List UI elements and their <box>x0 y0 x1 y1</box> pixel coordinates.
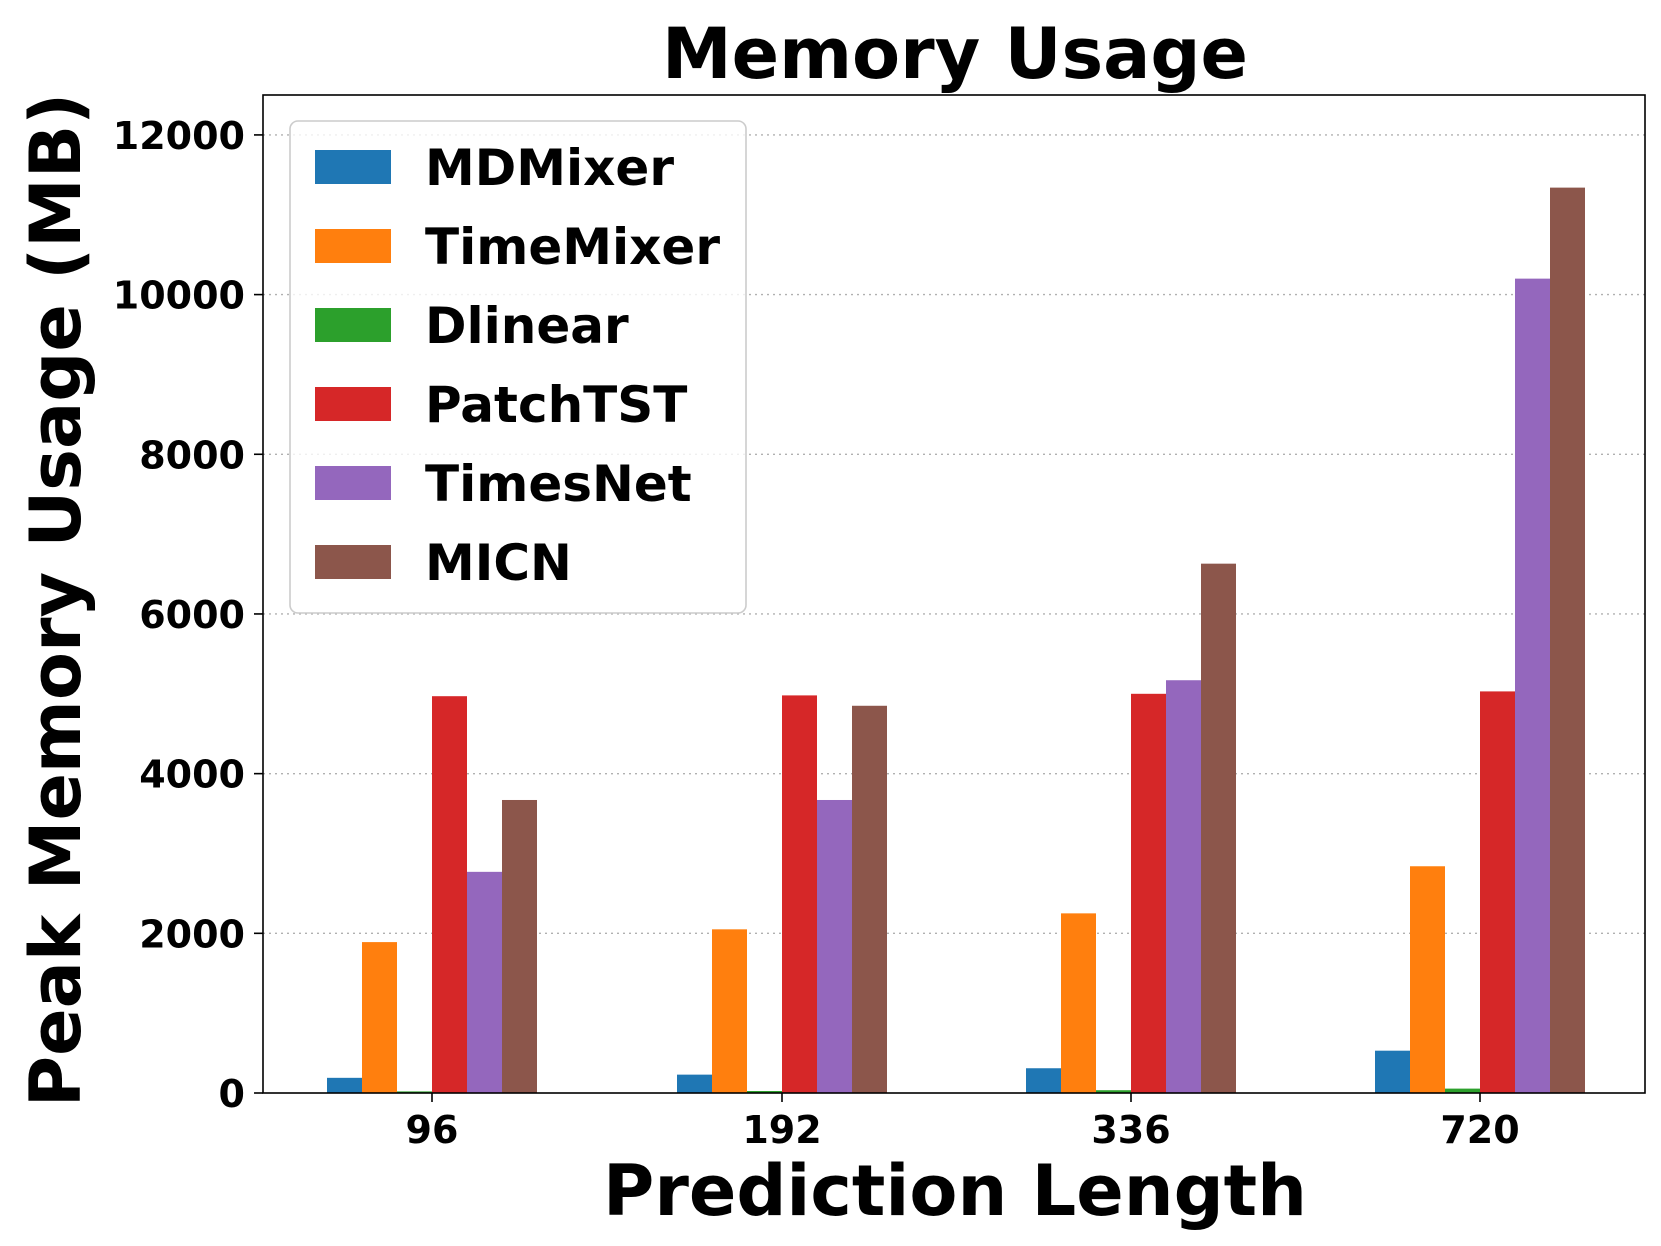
legend-swatch-micn <box>315 545 391 579</box>
legend-swatch-timesnet <box>315 466 391 500</box>
legend-label-timesnet: TimesNet <box>425 455 692 513</box>
legend: MDMixer TimeMixer Dlinear PatchTST TimesNet M… <box>289 120 747 614</box>
gridlines <box>263 134 1645 935</box>
legend-label-dlinear: Dlinear <box>425 297 629 355</box>
y-tick-label: 4000 <box>139 753 245 797</box>
bar-mdmixer-720 <box>1375 1050 1410 1093</box>
chart-title: Memory Usage <box>662 13 1248 95</box>
bar-mdmixer-96 <box>327 1077 362 1093</box>
bar-micn-720 <box>1550 187 1585 1094</box>
bar-patchtst-192 <box>782 695 817 1093</box>
legend-swatch-dlinear <box>315 308 391 342</box>
bar-micn-96 <box>502 799 537 1093</box>
legend-label-mdmixer: MDMixer <box>425 139 674 197</box>
bar-patchtst-96 <box>432 696 467 1093</box>
bar-timesnet-192 <box>817 799 852 1093</box>
legend-label-timemixer: TimeMixer <box>425 218 720 276</box>
bar-micn-336 <box>1201 563 1236 1093</box>
x-tick-label: 720 <box>1440 1108 1519 1152</box>
bar-timemixer-96 <box>362 942 397 1093</box>
y-axis-ticks: 0 2000 4000 6000 8000 10000 12000 <box>113 114 263 1116</box>
y-tick-label: 10000 <box>113 274 245 318</box>
y-tick-label: 0 <box>219 1072 245 1116</box>
legend-swatch-patchtst <box>315 387 391 421</box>
bar-patchtst-336 <box>1131 693 1166 1093</box>
bar-dlinear-720 <box>1445 1088 1480 1093</box>
bar-timemixer-192 <box>712 929 747 1093</box>
y-tick-label: 6000 <box>139 593 245 637</box>
legend-swatch-timemixer <box>315 229 391 263</box>
bar-dlinear-192 <box>747 1091 782 1093</box>
plot-frame <box>262 94 1646 1094</box>
x-axis-ticks: 96 192 336 720 <box>406 1093 1520 1152</box>
bar-timesnet-336 <box>1166 680 1201 1093</box>
x-tick-label: 96 <box>406 1108 459 1152</box>
bar-timesnet-720 <box>1515 278 1550 1094</box>
bar-timesnet-96 <box>467 871 502 1093</box>
legend-swatch-mdmixer <box>315 150 391 184</box>
y-tick-label: 8000 <box>139 433 245 477</box>
x-axis-label: Prediction Length <box>603 1150 1307 1232</box>
y-tick-label: 2000 <box>139 912 245 956</box>
legend-box <box>289 120 747 614</box>
x-tick-label: 336 <box>1091 1108 1170 1152</box>
bar-mdmixer-336 <box>1026 1068 1061 1093</box>
legend-label-micn: MICN <box>425 534 572 592</box>
bar-micn-192 <box>852 705 887 1093</box>
y-tick-label: 12000 <box>113 114 245 158</box>
x-tick-label: 192 <box>742 1108 821 1152</box>
bar-timemixer-720 <box>1410 866 1445 1093</box>
y-axis-label: Peak Memory Usage (MB) <box>15 93 97 1107</box>
bars <box>327 187 1585 1094</box>
bar-timemixer-336 <box>1061 913 1096 1093</box>
bar-mdmixer-192 <box>677 1074 712 1093</box>
bar-patchtst-720 <box>1480 691 1515 1093</box>
bar-dlinear-336 <box>1096 1090 1131 1093</box>
legend-label-patchtst: PatchTST <box>425 376 687 434</box>
